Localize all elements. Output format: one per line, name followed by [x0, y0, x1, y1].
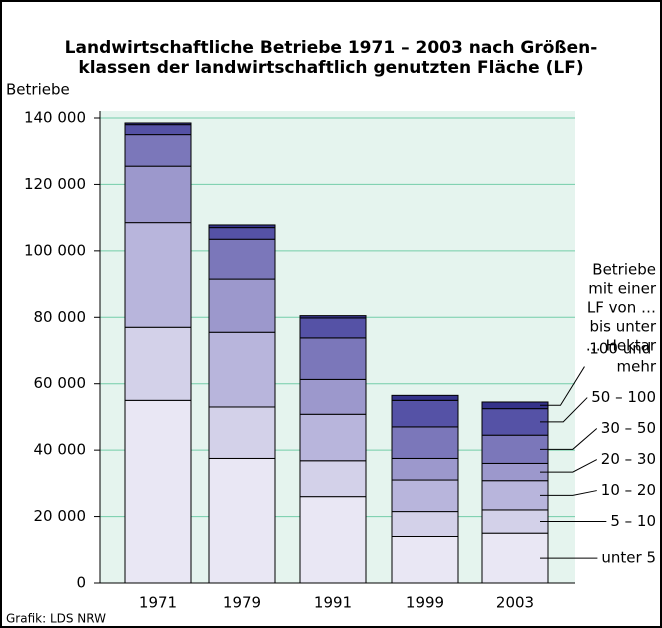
bar-segment — [299, 496, 367, 584]
legend-label: 100 und mehr — [589, 339, 657, 375]
bar-segment — [391, 536, 459, 584]
bar-segment — [481, 532, 549, 584]
bar-segment — [299, 337, 367, 380]
bar-segment — [208, 406, 276, 459]
legend-label: 30 – 50 — [601, 419, 656, 437]
bar-segment — [481, 480, 549, 511]
bar-segment — [391, 399, 459, 428]
bar-segment — [124, 122, 192, 126]
leader-line — [540, 428, 598, 450]
legend-title: LF von … — [587, 299, 656, 317]
bar-segment — [481, 434, 549, 464]
x-tick-label: 1999 — [406, 594, 444, 612]
bar-segment — [391, 457, 459, 481]
y-axis-label: Betriebe — [6, 81, 70, 99]
bar-segment — [391, 426, 459, 459]
legend-label: 20 – 30 — [601, 450, 656, 468]
x-tick-label: 1991 — [314, 594, 352, 612]
legend-title: … Hektar — [586, 337, 657, 355]
bar-segment — [208, 224, 276, 229]
bar-segment — [124, 399, 192, 584]
bar-segment — [124, 326, 192, 401]
x-tick-label: 1979 — [223, 594, 261, 612]
y-tick-label: 0 — [76, 574, 86, 592]
bar-segment — [208, 278, 276, 333]
bar-segment — [481, 462, 549, 482]
y-tick-label: 80 000 — [34, 308, 87, 326]
legend-label: unter 5 — [601, 549, 656, 567]
chart-title: Landwirtschaftliche Betriebe 1971 – 2003… — [65, 38, 598, 58]
bar-segment — [208, 238, 276, 280]
bar-segment — [299, 317, 367, 339]
legend-title: mit einer — [588, 280, 657, 298]
leader-line — [540, 459, 598, 473]
bar-segment — [299, 413, 367, 462]
y-tick-label: 20 000 — [34, 507, 87, 525]
bar-segment — [391, 511, 459, 538]
source: Grafik: LDS NRW — [6, 612, 106, 626]
bar-segment — [208, 331, 276, 408]
y-tick-label: 40 000 — [34, 441, 87, 459]
bar-segment — [481, 401, 549, 410]
bar-segment — [481, 408, 549, 436]
leader-line — [540, 490, 597, 496]
legend-title: bis unter — [589, 318, 656, 336]
legend-label: 5 – 10 — [610, 512, 656, 530]
bar-segment — [299, 460, 367, 498]
legend-label: 10 – 20 — [601, 481, 656, 499]
legend-label: 50 – 100 — [591, 388, 656, 406]
leader-line — [540, 397, 588, 423]
leader-line — [540, 366, 585, 406]
y-tick-label: 140 000 — [24, 109, 86, 127]
bar-segment — [481, 509, 549, 534]
bar-segment — [124, 222, 192, 328]
y-tick-label: 120 000 — [24, 175, 86, 193]
bar-segment — [124, 124, 192, 136]
x-tick-label: 1971 — [139, 594, 177, 612]
chart-title: klassen der landwirtschaftlich genutzten… — [78, 58, 583, 78]
bar-segment — [391, 479, 459, 513]
bar-segment — [124, 134, 192, 167]
bar-segment — [299, 315, 367, 319]
bar-segment — [208, 457, 276, 584]
bar-segment — [124, 165, 192, 224]
bar-segment — [391, 394, 459, 401]
bar-segment — [208, 227, 276, 240]
bar-segment — [299, 378, 367, 415]
y-tick-label: 60 000 — [34, 374, 87, 392]
y-tick-label: 100 000 — [24, 241, 86, 259]
x-tick-label: 2003 — [496, 594, 534, 612]
legend-title: Betriebe — [592, 261, 656, 279]
